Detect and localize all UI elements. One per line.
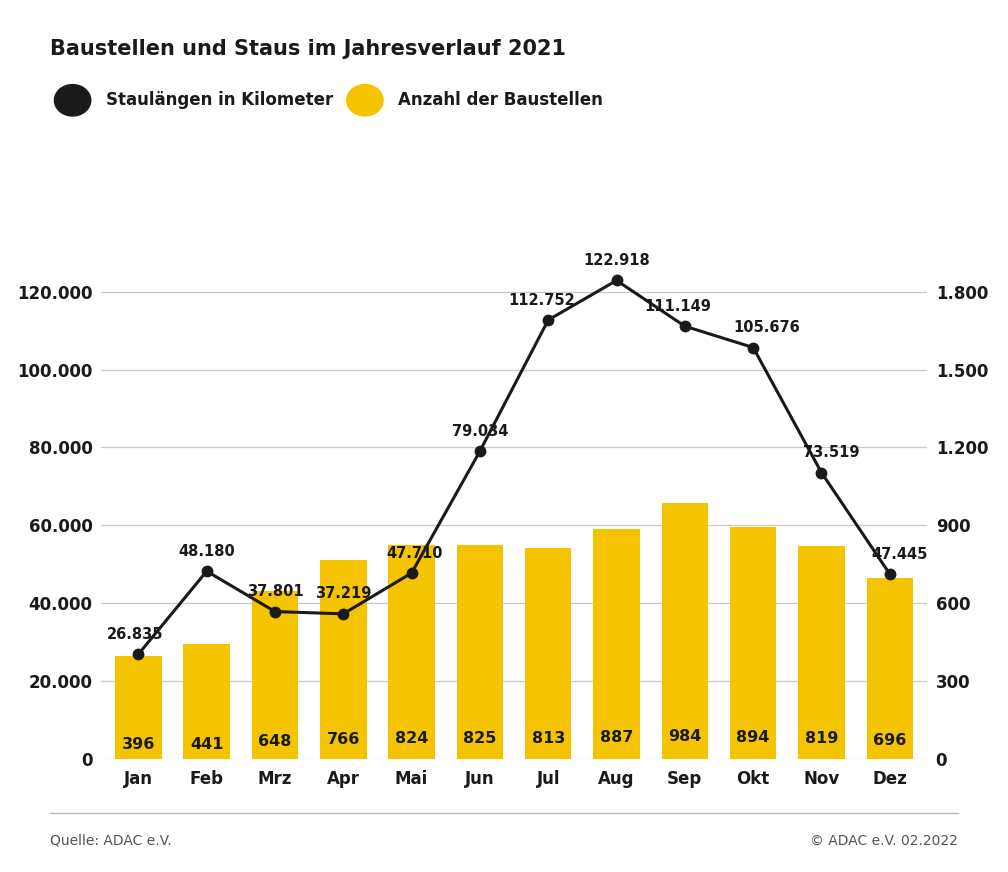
Text: Staulängen in Kilometer: Staulängen in Kilometer [106, 92, 333, 109]
Bar [730, 527, 776, 759]
Text: 105.676: 105.676 [734, 320, 800, 335]
Text: 396: 396 [122, 737, 155, 753]
Bar [798, 546, 845, 759]
Text: 819: 819 [804, 732, 839, 746]
Text: 824: 824 [395, 731, 428, 746]
Bar [252, 590, 298, 759]
Text: 112.752: 112.752 [508, 292, 575, 308]
Text: © ADAC e.V. 02.2022: © ADAC e.V. 02.2022 [809, 834, 958, 848]
Text: Quelle: ADAC e.V.: Quelle: ADAC e.V. [50, 834, 172, 848]
Bar [867, 578, 913, 759]
Text: 37.219: 37.219 [316, 586, 372, 602]
Bar [525, 548, 572, 759]
Text: 894: 894 [737, 730, 770, 745]
Bar [115, 656, 161, 759]
Text: 26.835: 26.835 [107, 627, 163, 642]
Text: 47.445: 47.445 [872, 547, 928, 562]
Bar [388, 545, 434, 759]
Text: Anzahl der Baustellen: Anzahl der Baustellen [398, 92, 603, 109]
Text: 648: 648 [258, 733, 291, 749]
Text: 73.519: 73.519 [803, 446, 860, 460]
Text: 122.918: 122.918 [584, 253, 650, 268]
Text: 48.180: 48.180 [178, 544, 235, 559]
Text: 887: 887 [600, 730, 633, 746]
Bar [183, 644, 230, 759]
Text: 441: 441 [190, 737, 224, 752]
Text: 79.034: 79.034 [452, 424, 508, 439]
Text: 825: 825 [464, 731, 497, 746]
Bar [321, 560, 367, 759]
Text: 766: 766 [327, 732, 360, 747]
Text: 813: 813 [531, 732, 564, 746]
Bar [457, 545, 503, 759]
Text: Baustellen und Staus im Jahresverlauf 2021: Baustellen und Staus im Jahresverlauf 20… [50, 39, 566, 59]
Bar [661, 503, 708, 759]
Bar [594, 528, 640, 759]
Text: 47.710: 47.710 [387, 546, 444, 561]
Text: 984: 984 [668, 729, 702, 744]
Text: 37.801: 37.801 [247, 584, 303, 599]
Text: 111.149: 111.149 [644, 299, 712, 314]
Text: 696: 696 [873, 733, 906, 748]
